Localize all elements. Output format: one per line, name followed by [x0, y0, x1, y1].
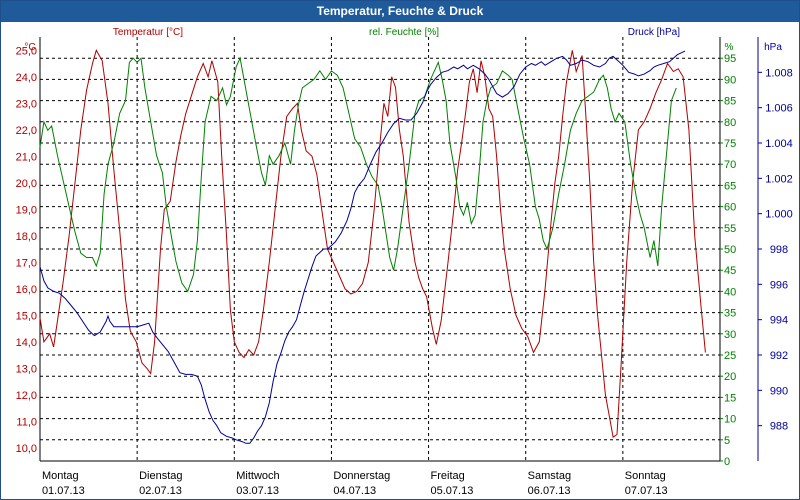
x-tick-day: Donnerstag — [333, 470, 390, 482]
x-tick-day: Mittwoch — [236, 470, 279, 482]
x-tick-date: 02.07.13 — [139, 485, 182, 497]
right2-tick-label: 1.002 — [765, 173, 793, 185]
right2-tick-label: 990 — [770, 385, 788, 397]
left-tick-label: 20,0 — [16, 178, 37, 190]
right1-tick-label: 60 — [724, 202, 736, 214]
left-tick-label: 25,0 — [16, 45, 37, 57]
right1-tick-label: 90 — [724, 74, 736, 86]
right2-tick-label: 1.008 — [765, 67, 793, 79]
gridlines — [40, 37, 720, 461]
right1-tick-label: 55 — [724, 223, 736, 235]
left-tick-label: 17,0 — [16, 257, 37, 269]
left-tick-label: 14,0 — [16, 337, 37, 349]
left-tick-label: 23,0 — [16, 98, 37, 110]
right1-tick-label: 80 — [724, 117, 736, 129]
right2-tick-label: 1.006 — [765, 103, 793, 115]
x-tick-date: 04.07.13 — [333, 485, 376, 497]
window-title: Temperatur, Feuchte & Druck — [1, 1, 799, 22]
axes — [39, 37, 762, 462]
right1-tick-label: 30 — [724, 329, 736, 341]
x-tick-date: 06.07.13 — [528, 485, 571, 497]
x-tick-day: Samstag — [528, 470, 571, 482]
left-tick-label: 12,0 — [16, 390, 37, 402]
left-tick-label: 19,0 — [16, 204, 37, 216]
right1-tick-label: 25 — [724, 350, 736, 362]
left-tick-label: 21,0 — [16, 151, 37, 163]
pressure-line — [39, 50, 686, 444]
x-tick-date: 05.07.13 — [431, 485, 474, 497]
right1-tick-label: 85 — [724, 96, 736, 108]
left-tick-label: 11,0 — [16, 416, 37, 428]
legend-humidity: rel. Feuchte [%] — [369, 27, 439, 38]
right2-tick-label: 998 — [770, 244, 788, 256]
left-tick-label: 16,0 — [16, 284, 37, 296]
right1-tick-label: 15 — [724, 392, 736, 404]
x-tick-day: Montag — [42, 470, 79, 482]
right1-tick-label: 10 — [724, 414, 736, 426]
right1-tick-label: 95 — [724, 53, 736, 65]
temperature-line — [39, 49, 706, 438]
left-unit-label: °C — [24, 42, 35, 53]
x-tick-date: 07.07.13 — [625, 485, 668, 497]
left-tick-label: 22,0 — [16, 125, 37, 137]
right1-tick-label: 35 — [724, 308, 736, 320]
left-tick-label: 15,0 — [16, 310, 37, 322]
right1-tick-label: 70 — [724, 159, 736, 171]
x-tick-day: Freitag — [431, 470, 465, 482]
right1-tick-label: 50 — [724, 244, 736, 256]
axis-labels: 10,0 11,0 12,0 13,0 14,0 15,0 16,0 17,0 18,0 19,0… — [16, 45, 793, 497]
left-tick-label: 18,0 — [16, 231, 37, 243]
x-tick-day: Sonntag — [625, 470, 666, 482]
right1-tick-label: 45 — [724, 265, 736, 277]
right1-tick-label: 0 — [724, 456, 730, 468]
right1-tick-label: 75 — [724, 138, 736, 150]
x-tick-day: Dienstag — [139, 470, 182, 482]
right1-tick-label: 40 — [724, 286, 736, 298]
right2-tick-label: 1.000 — [765, 209, 793, 221]
series-group — [39, 49, 706, 444]
right2-tick-label: 994 — [770, 315, 788, 327]
right2-tick-label: 996 — [770, 279, 788, 291]
x-tick-date: 01.07.13 — [42, 485, 85, 497]
right1-unit-label: % — [725, 42, 734, 53]
right2-tick-label: 992 — [770, 350, 788, 362]
x-tick-date: 03.07.13 — [236, 485, 279, 497]
right1-tick-label: 5 — [724, 435, 730, 447]
right1-tick-label: 20 — [724, 371, 736, 383]
right2-tick-label: 1.004 — [765, 138, 793, 150]
left-tick-label: 10,0 — [16, 443, 37, 455]
legend-pressure: Druck [hPa] — [628, 27, 680, 38]
left-tick-label: 24,0 — [16, 72, 37, 84]
right2-unit-label: hPa — [764, 42, 782, 53]
humidity-line — [39, 56, 677, 293]
right1-tick-label: 65 — [724, 180, 736, 192]
legend-temperature: Temperatur [°C] — [113, 27, 183, 38]
left-tick-label: 13,0 — [16, 363, 37, 375]
right2-tick-label: 988 — [770, 421, 788, 433]
